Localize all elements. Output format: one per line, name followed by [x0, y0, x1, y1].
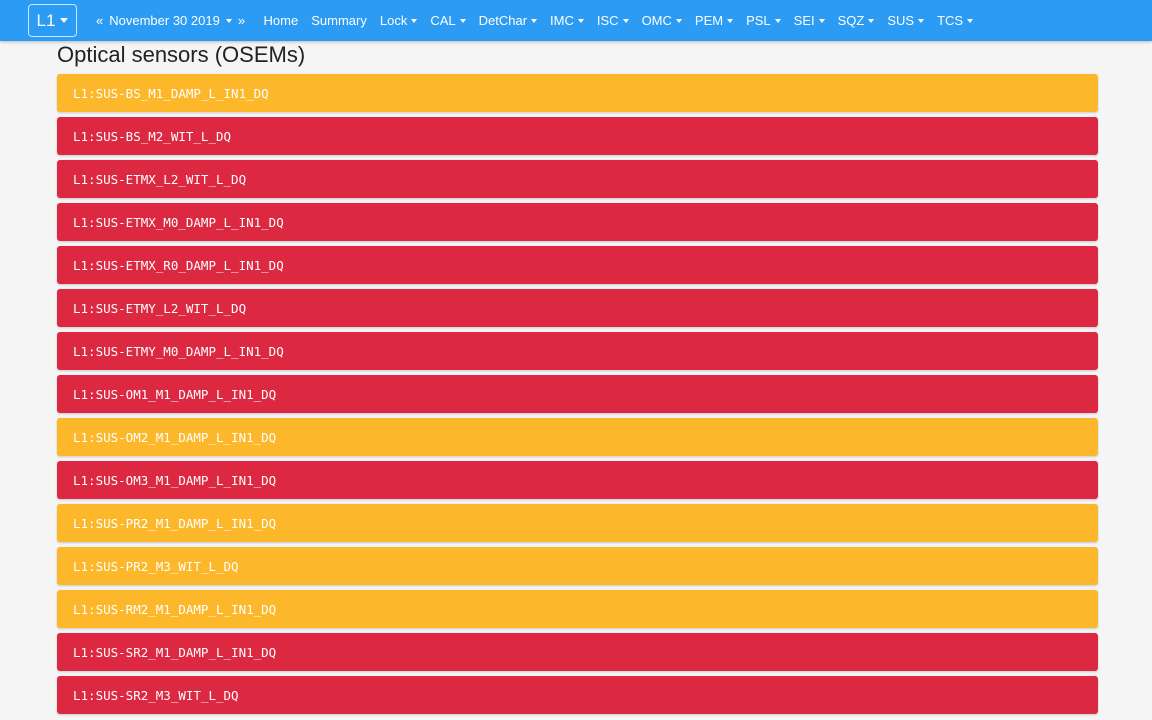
caret-down-icon — [459, 18, 466, 23]
channel-name: L1:SUS-PR2_M3_WIT_L_DQ — [73, 558, 239, 574]
nav-menu: Home Summary Lock CAL DetChar IMC ISC OMC PEM PSL… — [257, 13, 980, 28]
nav-item-label: PSL — [746, 13, 771, 28]
channel-name: L1:SUS-ETMX_R0_DAMP_L_IN1_DQ — [73, 257, 284, 273]
channel-panel[interactable]: L1:SUS-SR2_M1_DAMP_L_IN1_DQ — [57, 633, 1098, 671]
date-dropdown[interactable]: November 30 2019 — [109, 13, 232, 28]
nav-item-cal[interactable]: CAL — [424, 13, 472, 28]
channel-panel[interactable]: L1:SUS-BS_M2_WIT_L_DQ — [57, 117, 1098, 155]
channel-panel[interactable]: L1:SUS-PR2_M3_WIT_L_DQ — [57, 547, 1098, 585]
nav-item-label: SUS — [887, 13, 915, 28]
channel-name: L1:SUS-ETMX_L2_WIT_L_DQ — [73, 171, 247, 187]
nav-item-label: IMC — [550, 13, 574, 28]
caret-down-icon — [60, 18, 69, 23]
nav-item-sqz[interactable]: SQZ — [831, 13, 881, 28]
nav-item-imc[interactable]: IMC — [544, 13, 591, 28]
channel-panel[interactable]: L1:SUS-OM3_M1_DAMP_L_IN1_DQ — [57, 461, 1098, 499]
page-title: Optical sensors (OSEMs) — [57, 42, 306, 67]
nav-item-detchar[interactable]: DetChar — [472, 13, 543, 28]
nav-item-label: Summary — [311, 13, 367, 28]
channel-name: L1:SUS-BS_M2_WIT_L_DQ — [73, 128, 232, 144]
nav-item-label: SQZ — [837, 13, 865, 28]
channel-name: L1:SUS-RM2_M1_DAMP_L_IN1_DQ — [73, 601, 277, 617]
nav-item-sus[interactable]: SUS — [881, 13, 931, 28]
nav-item-omc[interactable]: OMC — [635, 13, 688, 28]
channel-name: L1:SUS-ETMX_M0_DAMP_L_IN1_DQ — [73, 214, 284, 230]
channel-panel[interactable]: L1:SUS-OM1_M1_DAMP_L_IN1_DQ — [57, 375, 1098, 413]
date-navigation: « November 30 2019 » — [96, 13, 245, 28]
nav-item-pem[interactable]: PEM — [688, 13, 739, 28]
channel-name: L1:SUS-ETMY_L2_WIT_L_DQ — [73, 300, 247, 316]
caret-down-icon — [531, 18, 538, 23]
channel-panel[interactable]: L1:SUS-ETMY_L2_WIT_L_DQ — [57, 289, 1098, 327]
channel-name: L1:SUS-OM3_M1_DAMP_L_IN1_DQ — [73, 472, 277, 488]
caret-down-icon — [577, 18, 584, 23]
nav-item-tcs[interactable]: TCS — [931, 13, 980, 28]
top-navbar: L1 « November 30 2019 » Home Summary Lock C… — [0, 0, 1152, 41]
caret-down-icon — [675, 18, 682, 23]
nav-item-label: Home — [263, 13, 299, 28]
nav-item-summary[interactable]: Summary — [305, 13, 374, 28]
ifo-dropdown-button[interactable]: L1 — [28, 4, 77, 37]
nav-item-label: TCS — [937, 13, 964, 28]
channel-name: L1:SUS-PR2_M1_DAMP_L_IN1_DQ — [73, 515, 277, 531]
nav-item-psl[interactable]: PSL — [740, 13, 788, 28]
channel-panel[interactable]: L1:SUS-BS_M1_DAMP_L_IN1_DQ — [57, 74, 1098, 112]
channel-name: L1:SUS-SR2_M3_WIT_L_DQ — [73, 687, 239, 703]
next-day-link[interactable]: » — [237, 13, 246, 28]
caret-down-icon — [918, 18, 925, 23]
channel-name: L1:SUS-SR2_M1_DAMP_L_IN1_DQ — [73, 644, 277, 660]
caret-down-icon — [967, 18, 974, 23]
nav-item-label: DetChar — [478, 13, 528, 28]
previous-day-link[interactable]: « — [96, 13, 104, 28]
nav-item-isc[interactable]: ISC — [590, 13, 635, 28]
nav-item-label: ISC — [596, 13, 619, 28]
channel-panel[interactable]: L1:SUS-ETMY_M0_DAMP_L_IN1_DQ — [57, 332, 1098, 370]
channel-panel[interactable]: L1:SUS-ETMX_R0_DAMP_L_IN1_DQ — [57, 246, 1098, 284]
caret-down-icon — [225, 18, 232, 23]
nav-item-label: CAL — [430, 13, 456, 28]
channel-panel[interactable]: L1:SUS-ETMX_M0_DAMP_L_IN1_DQ — [57, 203, 1098, 241]
caret-down-icon — [727, 18, 734, 23]
nav-item-label: Lock — [379, 13, 408, 28]
ifo-label: L1 — [36, 10, 56, 30]
caret-down-icon — [411, 18, 418, 23]
channel-name: L1:SUS-OM2_M1_DAMP_L_IN1_DQ — [73, 429, 277, 445]
channel-panel[interactable]: L1:SUS-RM2_M1_DAMP_L_IN1_DQ — [57, 590, 1098, 628]
channel-name: L1:SUS-ETMY_M0_DAMP_L_IN1_DQ — [73, 343, 284, 359]
nav-item-lock[interactable]: Lock — [373, 13, 423, 28]
caret-down-icon — [774, 18, 781, 23]
caret-down-icon — [622, 18, 629, 23]
channel-panel[interactable]: L1:SUS-SR2_M3_WIT_L_DQ — [57, 676, 1098, 714]
channel-name: L1:SUS-OM1_M1_DAMP_L_IN1_DQ — [73, 386, 277, 402]
nav-item-label: OMC — [641, 13, 672, 28]
caret-down-icon — [818, 18, 825, 23]
channel-panel[interactable]: L1:SUS-PR2_M1_DAMP_L_IN1_DQ — [57, 504, 1098, 542]
channel-list: L1:SUS-BS_M1_DAMP_L_IN1_DQ L1:SUS-BS_M2_W… — [57, 74, 1098, 719]
nav-item-home[interactable]: Home — [257, 13, 305, 28]
nav-item-sei[interactable]: SEI — [787, 13, 831, 28]
caret-down-icon — [868, 18, 875, 23]
nav-item-label: SEI — [793, 13, 815, 28]
channel-panel[interactable]: L1:SUS-OM2_M1_DAMP_L_IN1_DQ — [57, 418, 1098, 456]
channel-name: L1:SUS-BS_M1_DAMP_L_IN1_DQ — [73, 85, 269, 101]
channel-panel[interactable]: L1:SUS-ETMX_L2_WIT_L_DQ — [57, 160, 1098, 198]
nav-item-label: PEM — [694, 13, 724, 28]
date-label: November 30 2019 — [109, 13, 220, 28]
